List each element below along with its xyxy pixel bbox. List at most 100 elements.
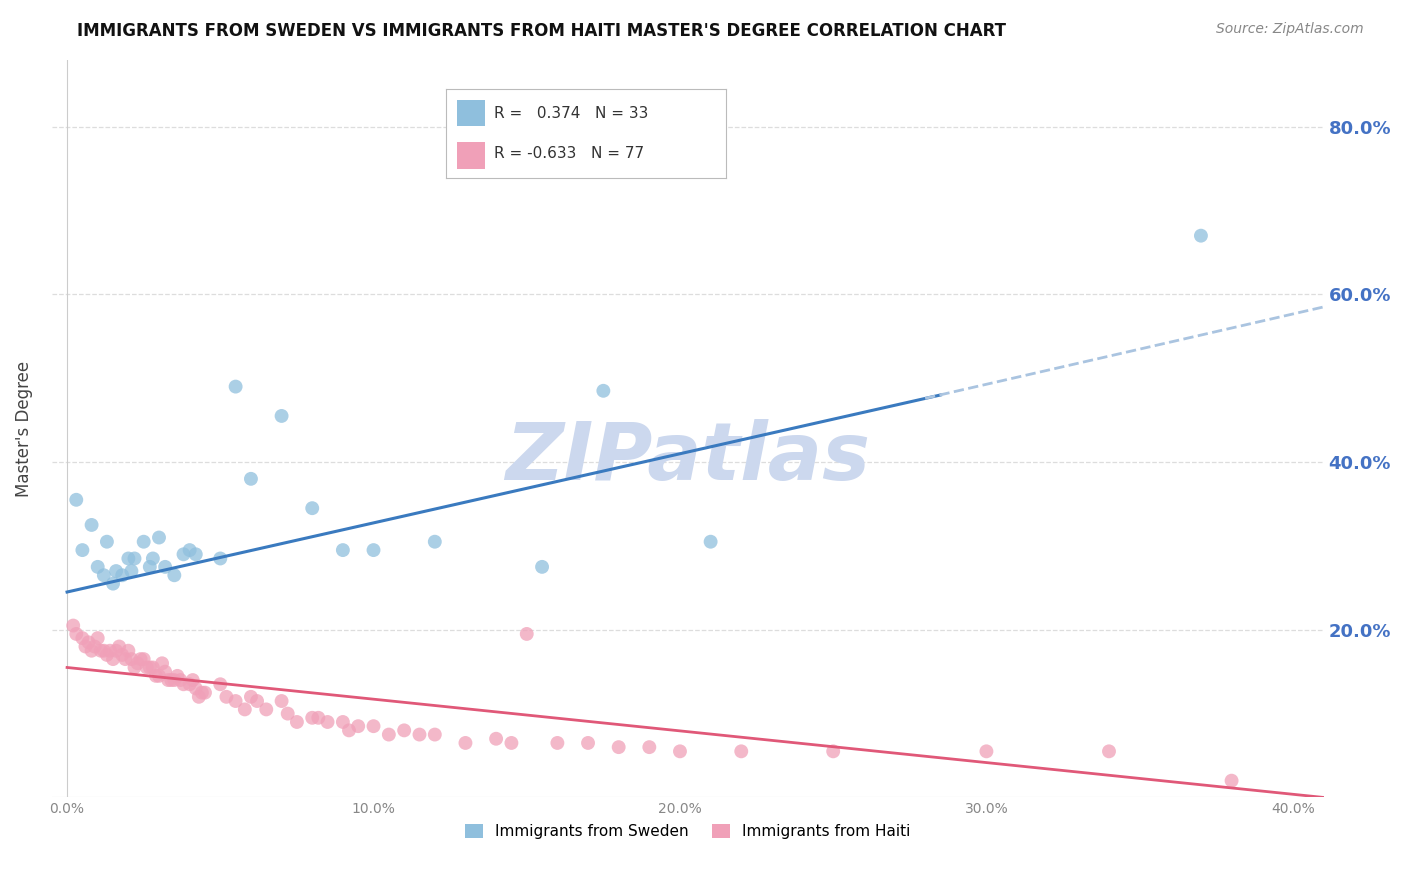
Point — [166, 669, 188, 683]
Point — [120, 652, 142, 666]
Point — [699, 534, 721, 549]
Point — [65, 492, 87, 507]
Point — [98, 644, 121, 658]
Point — [62, 618, 84, 632]
Point — [301, 501, 323, 516]
Point — [501, 736, 523, 750]
Point — [307, 711, 329, 725]
Point — [148, 669, 170, 683]
Text: ZIPatlas: ZIPatlas — [505, 419, 870, 497]
Point — [148, 531, 170, 545]
Point — [592, 384, 614, 398]
Point — [80, 518, 103, 533]
Point — [638, 740, 661, 755]
Point — [105, 644, 128, 658]
Point — [347, 719, 370, 733]
Point — [215, 690, 238, 704]
Point — [127, 657, 149, 671]
Point — [111, 568, 134, 582]
Point — [576, 736, 599, 750]
Point — [87, 631, 110, 645]
Point — [83, 640, 105, 654]
Point — [270, 409, 292, 423]
Legend: Immigrants from Sweden, Immigrants from Haiti: Immigrants from Sweden, Immigrants from … — [458, 818, 917, 845]
Point — [316, 714, 339, 729]
Point — [163, 673, 186, 687]
Point — [332, 543, 354, 558]
Point — [142, 551, 165, 566]
Point — [246, 694, 269, 708]
Point — [87, 560, 110, 574]
Point — [730, 744, 752, 758]
Point — [108, 640, 131, 654]
Point — [101, 576, 124, 591]
Point — [117, 644, 139, 658]
Point — [114, 652, 136, 666]
Point — [378, 727, 401, 741]
Point — [454, 736, 477, 750]
Point — [135, 660, 157, 674]
Point — [169, 673, 191, 687]
Point — [80, 644, 103, 658]
Point — [96, 648, 118, 662]
Point — [153, 665, 176, 679]
Point — [209, 677, 232, 691]
Point — [181, 673, 204, 687]
Point — [117, 551, 139, 566]
Point — [976, 744, 998, 758]
Point — [337, 723, 360, 738]
Point — [145, 669, 167, 683]
Point — [392, 723, 415, 738]
Point — [301, 711, 323, 725]
Point — [93, 568, 115, 582]
Point — [233, 702, 256, 716]
Point — [124, 551, 146, 566]
Point — [150, 657, 173, 671]
Point — [363, 543, 385, 558]
Point — [132, 652, 155, 666]
Point — [423, 534, 446, 549]
Point — [93, 644, 115, 658]
Point — [72, 543, 94, 558]
Point — [124, 660, 146, 674]
Point — [111, 648, 134, 662]
Point — [270, 694, 292, 708]
Point — [120, 564, 142, 578]
Point — [254, 702, 277, 716]
Point — [531, 560, 554, 574]
Point — [607, 740, 630, 755]
Point — [516, 627, 538, 641]
Point — [184, 547, 207, 561]
Point — [163, 568, 186, 582]
Point — [1098, 744, 1121, 758]
Point — [285, 714, 308, 729]
Point — [239, 472, 262, 486]
Point — [546, 736, 568, 750]
Y-axis label: Master's Degree: Master's Degree — [15, 360, 32, 497]
Point — [101, 652, 124, 666]
Point — [485, 731, 508, 746]
Point — [669, 744, 692, 758]
Point — [153, 560, 176, 574]
Point — [139, 560, 162, 574]
Point — [823, 744, 845, 758]
Point — [72, 631, 94, 645]
Point — [225, 379, 247, 393]
Point — [157, 673, 180, 687]
Text: Source: ZipAtlas.com: Source: ZipAtlas.com — [1216, 22, 1364, 37]
Point — [139, 660, 162, 674]
Point — [160, 673, 183, 687]
Text: IMMIGRANTS FROM SWEDEN VS IMMIGRANTS FROM HAITI MASTER'S DEGREE CORRELATION CHAR: IMMIGRANTS FROM SWEDEN VS IMMIGRANTS FRO… — [77, 22, 1007, 40]
Point — [423, 727, 446, 741]
Point — [277, 706, 299, 721]
Point — [142, 660, 165, 674]
Point — [184, 681, 207, 696]
Point — [1220, 773, 1243, 788]
Point — [1189, 228, 1212, 243]
Point — [173, 677, 195, 691]
Point — [194, 686, 217, 700]
Point — [90, 644, 112, 658]
Point — [65, 627, 87, 641]
Point — [209, 551, 232, 566]
Point — [179, 543, 201, 558]
